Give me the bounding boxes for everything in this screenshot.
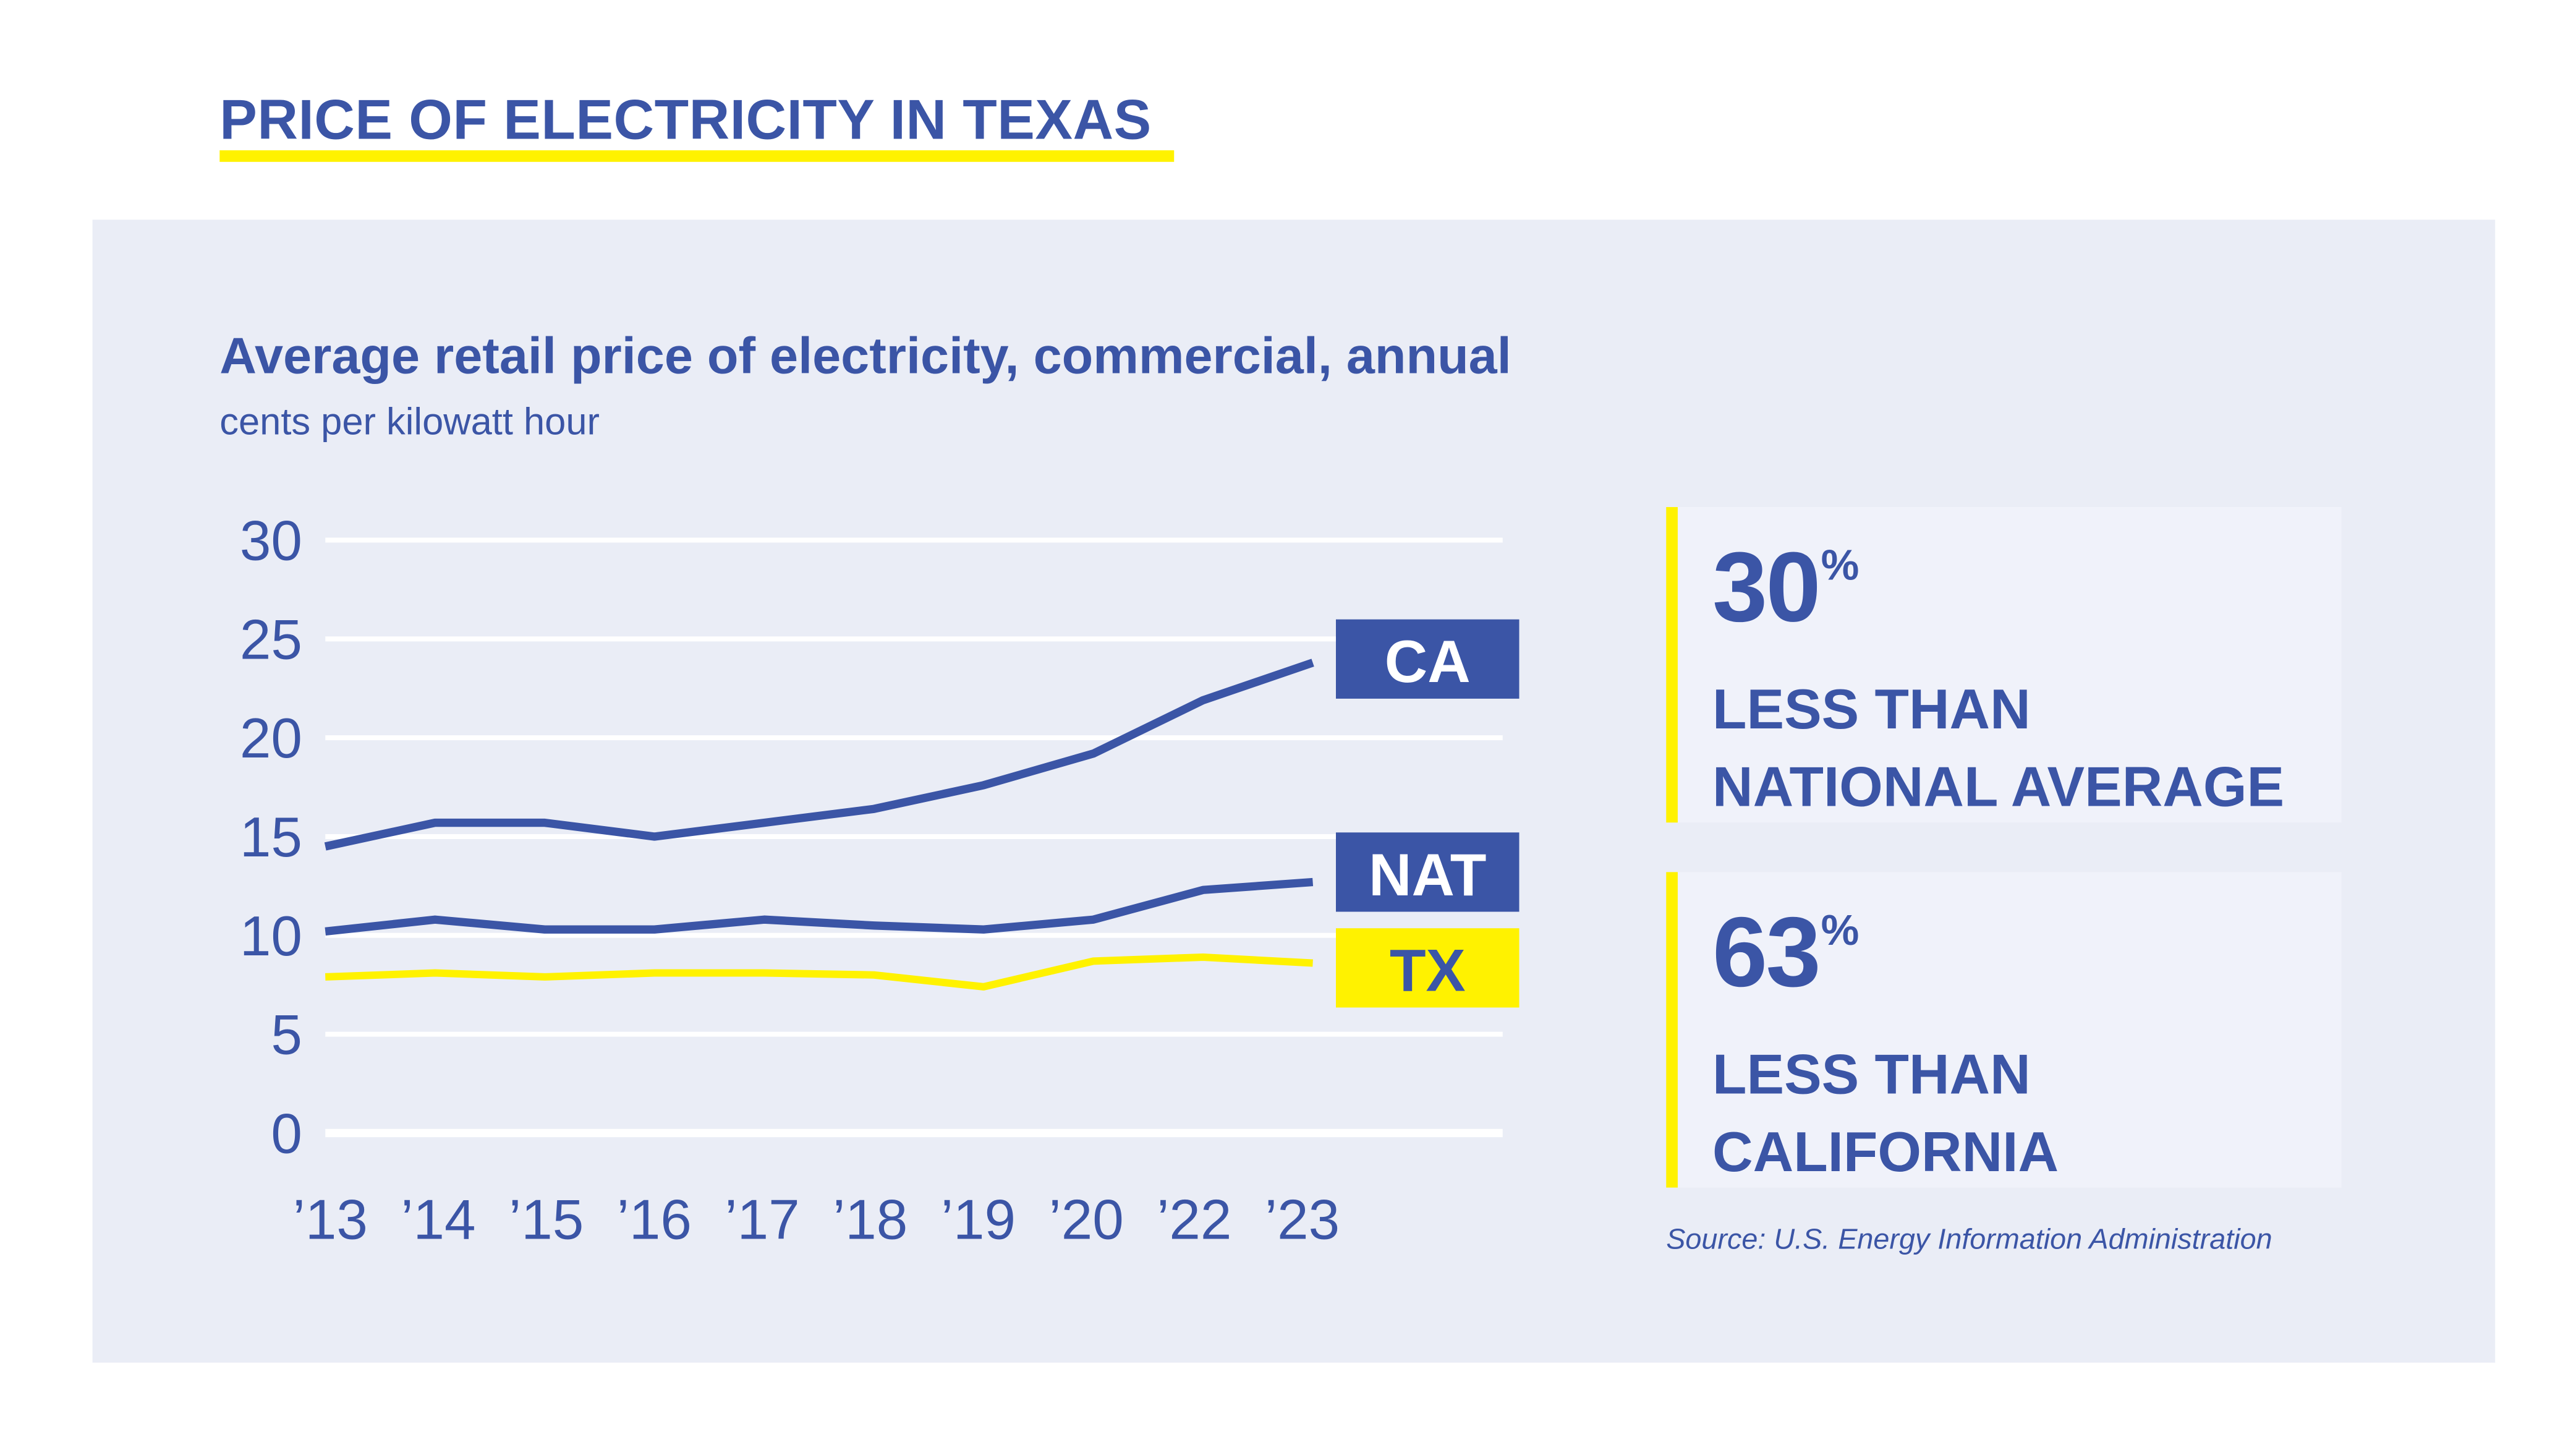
x-tick-label: ’15 bbox=[509, 1188, 584, 1251]
x-tick-label: ’22 bbox=[1157, 1188, 1231, 1251]
percent-sign: % bbox=[1821, 905, 1860, 955]
x-tick-label: ’19 bbox=[941, 1188, 1016, 1251]
stat-label: LESS THAN NATIONAL AVERAGE bbox=[1712, 678, 2285, 819]
y-tick-label: 0 bbox=[271, 1102, 302, 1165]
x-tick-label: ’23 bbox=[1265, 1188, 1340, 1251]
y-tick-label: 20 bbox=[240, 707, 302, 770]
series-label-ca: CA bbox=[1385, 629, 1471, 695]
stat-number: 30 bbox=[1712, 532, 1821, 643]
x-tick-label: ’20 bbox=[1049, 1188, 1124, 1251]
accent-bar bbox=[1666, 507, 1678, 823]
series-label-box-ca bbox=[1336, 619, 1520, 699]
stat-number: 63 bbox=[1712, 897, 1821, 1008]
series-label-box-nat bbox=[1336, 832, 1520, 912]
source-note: Source: U.S. Energy Information Administ… bbox=[1666, 1222, 2272, 1256]
page-title: PRICE OF ELECTRICITY IN TEXAS bbox=[219, 89, 1152, 152]
x-tick-label: ’18 bbox=[833, 1188, 908, 1251]
x-tick-label: ’14 bbox=[401, 1188, 475, 1251]
y-tick-label: 15 bbox=[240, 806, 302, 869]
x-tick-label: ’17 bbox=[725, 1188, 799, 1251]
stat-card-national: 30% LESS THAN NATIONAL AVERAGE bbox=[1666, 507, 2342, 823]
stat-label: LESS THAN CALIFORNIA bbox=[1712, 1044, 2059, 1185]
stat-value: 63% bbox=[1712, 895, 1860, 1009]
stat-card-california: 63% LESS THAN CALIFORNIA bbox=[1666, 872, 2342, 1188]
chart-title: Average retail price of electricity, com… bbox=[219, 326, 1511, 385]
chart-units: cents per kilowatt hour bbox=[219, 399, 600, 443]
series-label-tx: TX bbox=[1390, 938, 1466, 1004]
y-tick-label: 10 bbox=[240, 905, 302, 968]
series-line-tx bbox=[325, 953, 1313, 991]
y-tick-label: 25 bbox=[240, 608, 302, 671]
x-tick-label: ’13 bbox=[293, 1188, 368, 1251]
y-tick-label: 5 bbox=[271, 1004, 302, 1067]
series-label-box-tx bbox=[1336, 928, 1520, 1008]
accent-bar bbox=[1666, 872, 1678, 1188]
series-line-ca bbox=[324, 659, 1314, 851]
percent-sign: % bbox=[1821, 540, 1860, 590]
series-line-nat bbox=[325, 877, 1314, 936]
x-tick-label: ’16 bbox=[617, 1188, 692, 1251]
title-underline bbox=[219, 150, 1175, 162]
stat-value: 30% bbox=[1712, 530, 1860, 644]
series-label-nat: NAT bbox=[1369, 842, 1486, 908]
y-tick-label: 30 bbox=[240, 510, 302, 573]
